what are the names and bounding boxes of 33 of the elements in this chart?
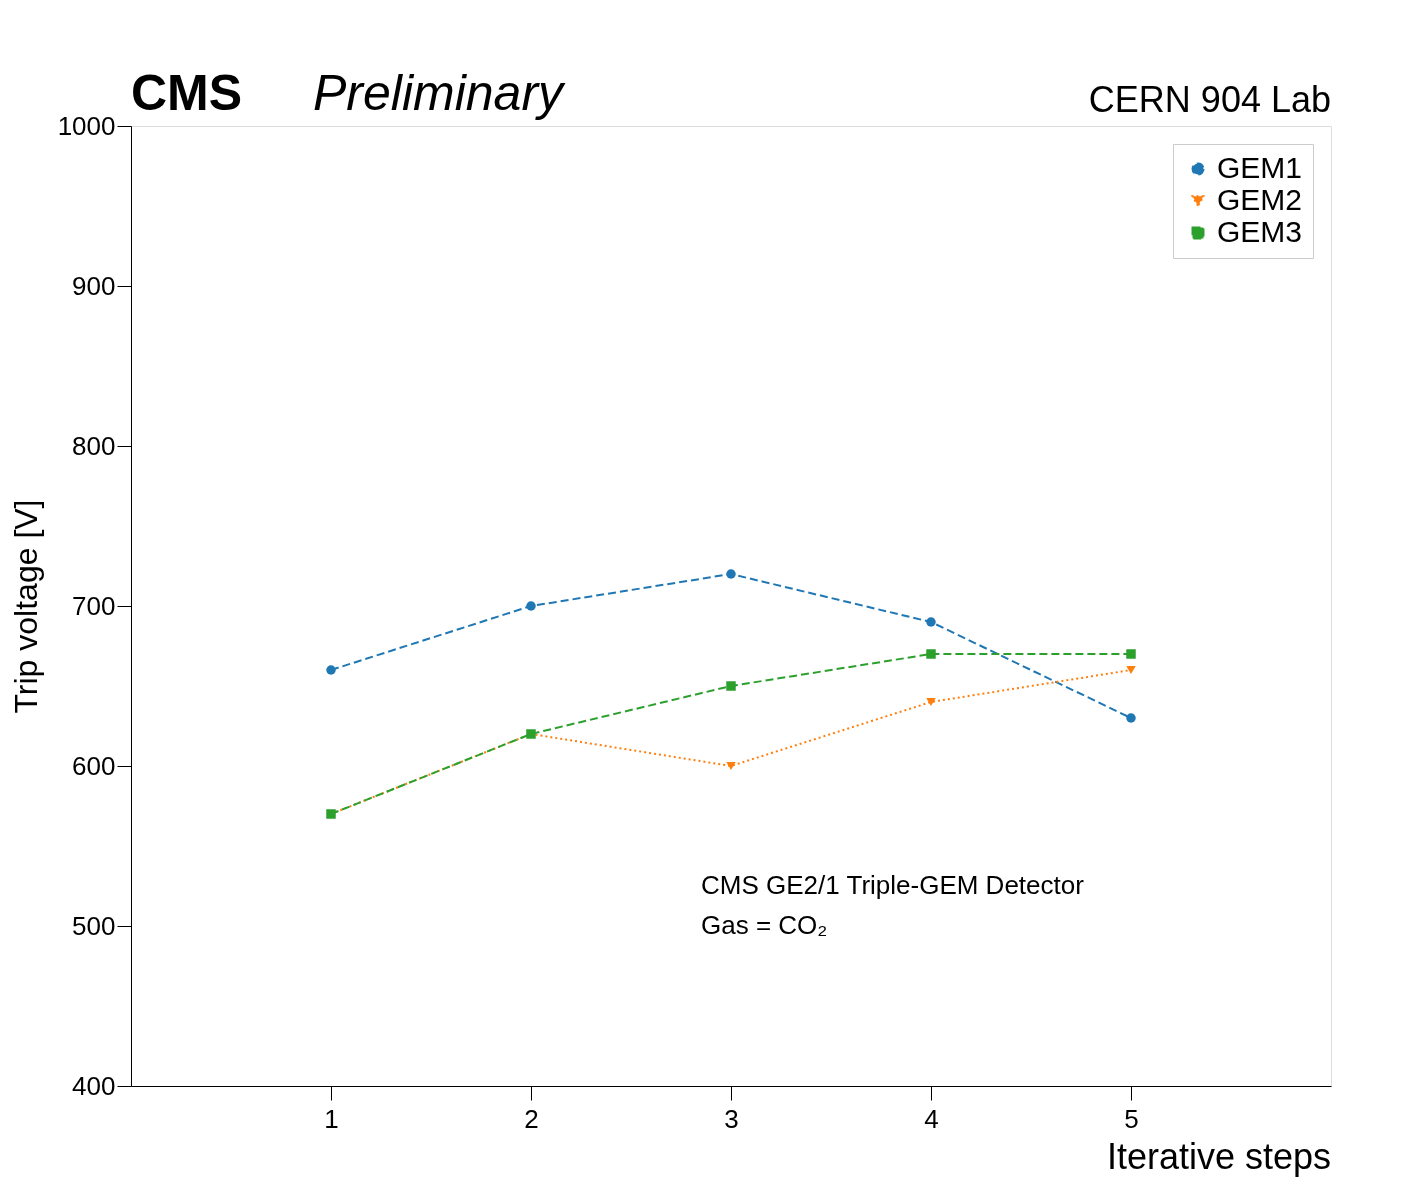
- annotation: CMS GE2/1 Triple-GEM Detector: [701, 870, 1085, 900]
- x-tick-label: 1: [324, 1103, 339, 1134]
- x-tick-label: 2: [524, 1103, 539, 1134]
- chart-subtitle: Preliminary: [313, 65, 567, 121]
- y-tick-label: 900: [72, 270, 116, 301]
- point: [326, 665, 336, 675]
- point: [726, 569, 736, 579]
- point: [726, 681, 736, 691]
- legend-label: GEM1: [1217, 151, 1303, 184]
- point: [1126, 665, 1136, 675]
- x-tick-label: 3: [724, 1103, 739, 1134]
- point: [926, 649, 936, 659]
- text: CERN 904 Lab: [1088, 79, 1331, 120]
- point: [926, 697, 936, 707]
- legend-label: GEM2: [1217, 183, 1303, 216]
- point: [926, 617, 936, 627]
- x-tick-label: 5: [1124, 1103, 1139, 1134]
- point: [1126, 649, 1136, 659]
- point: [1126, 713, 1136, 723]
- point: [726, 761, 736, 771]
- y-tick-label: 600: [72, 750, 116, 781]
- legend-label: GEM3: [1217, 215, 1303, 248]
- y-tick-label: 700: [72, 590, 116, 621]
- y-tick-label: 800: [72, 430, 116, 461]
- annotation: Gas = CO₂: [701, 910, 828, 940]
- point: [526, 601, 536, 611]
- y-tick-label: 1000: [57, 110, 116, 141]
- y-tick-label: 500: [72, 910, 116, 941]
- x-tick-label: 4: [924, 1103, 939, 1134]
- x-axis-title: Iterative steps: [1106, 1136, 1331, 1177]
- y-tick-label: 400: [72, 1070, 116, 1101]
- y-axis-title: Trip voltage [V]: [7, 499, 44, 714]
- chart-title: CMS: [131, 65, 243, 121]
